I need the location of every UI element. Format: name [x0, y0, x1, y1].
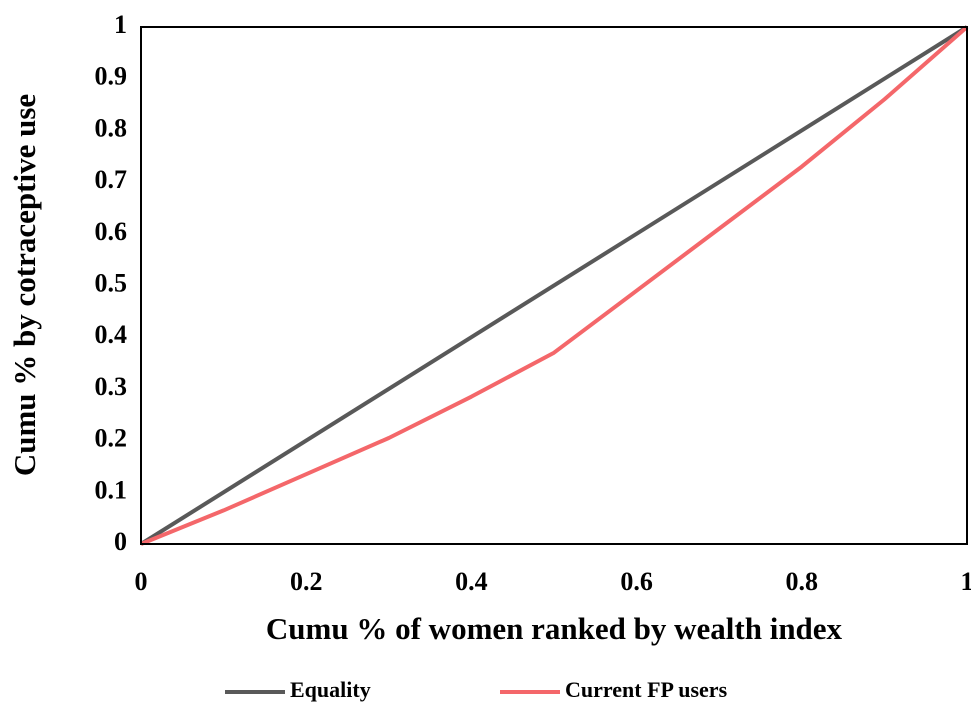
y-tick-label: 1: [114, 10, 127, 39]
plot-frame: [140, 26, 968, 545]
x-tick-label: 0.8: [786, 567, 819, 596]
y-tick-label: 0: [114, 527, 127, 556]
y-tick-label: 0.8: [95, 113, 128, 142]
y-tick-label: 0.7: [95, 165, 128, 194]
x-tick-label: 1: [961, 567, 971, 596]
y-tick-label: 0.2: [95, 424, 128, 453]
y-tick-label: 0.3: [95, 372, 128, 401]
x-tick-label: 0.6: [620, 567, 653, 596]
x-tick-label: 0.4: [455, 567, 488, 596]
y-tick-label: 0.6: [95, 217, 128, 246]
x-tick-label: 0: [135, 567, 148, 596]
y-tick-label: 0.5: [95, 268, 128, 297]
legend-label: Current FP users: [565, 677, 728, 702]
x-tick-label: 0.2: [290, 567, 323, 596]
series-line: [140, 25, 969, 546]
y-tick-label: 0.1: [95, 475, 128, 504]
y-tick-label: 0.9: [95, 62, 128, 91]
y-axis-label: Cumu % by cotraceptive use: [7, 94, 42, 476]
y-tick-label: 0.4: [95, 320, 128, 349]
legend-label: Equality: [290, 677, 371, 702]
x-axis-label: Cumu % of women ranked by wealth index: [266, 611, 843, 646]
series-line: [139, 25, 969, 546]
